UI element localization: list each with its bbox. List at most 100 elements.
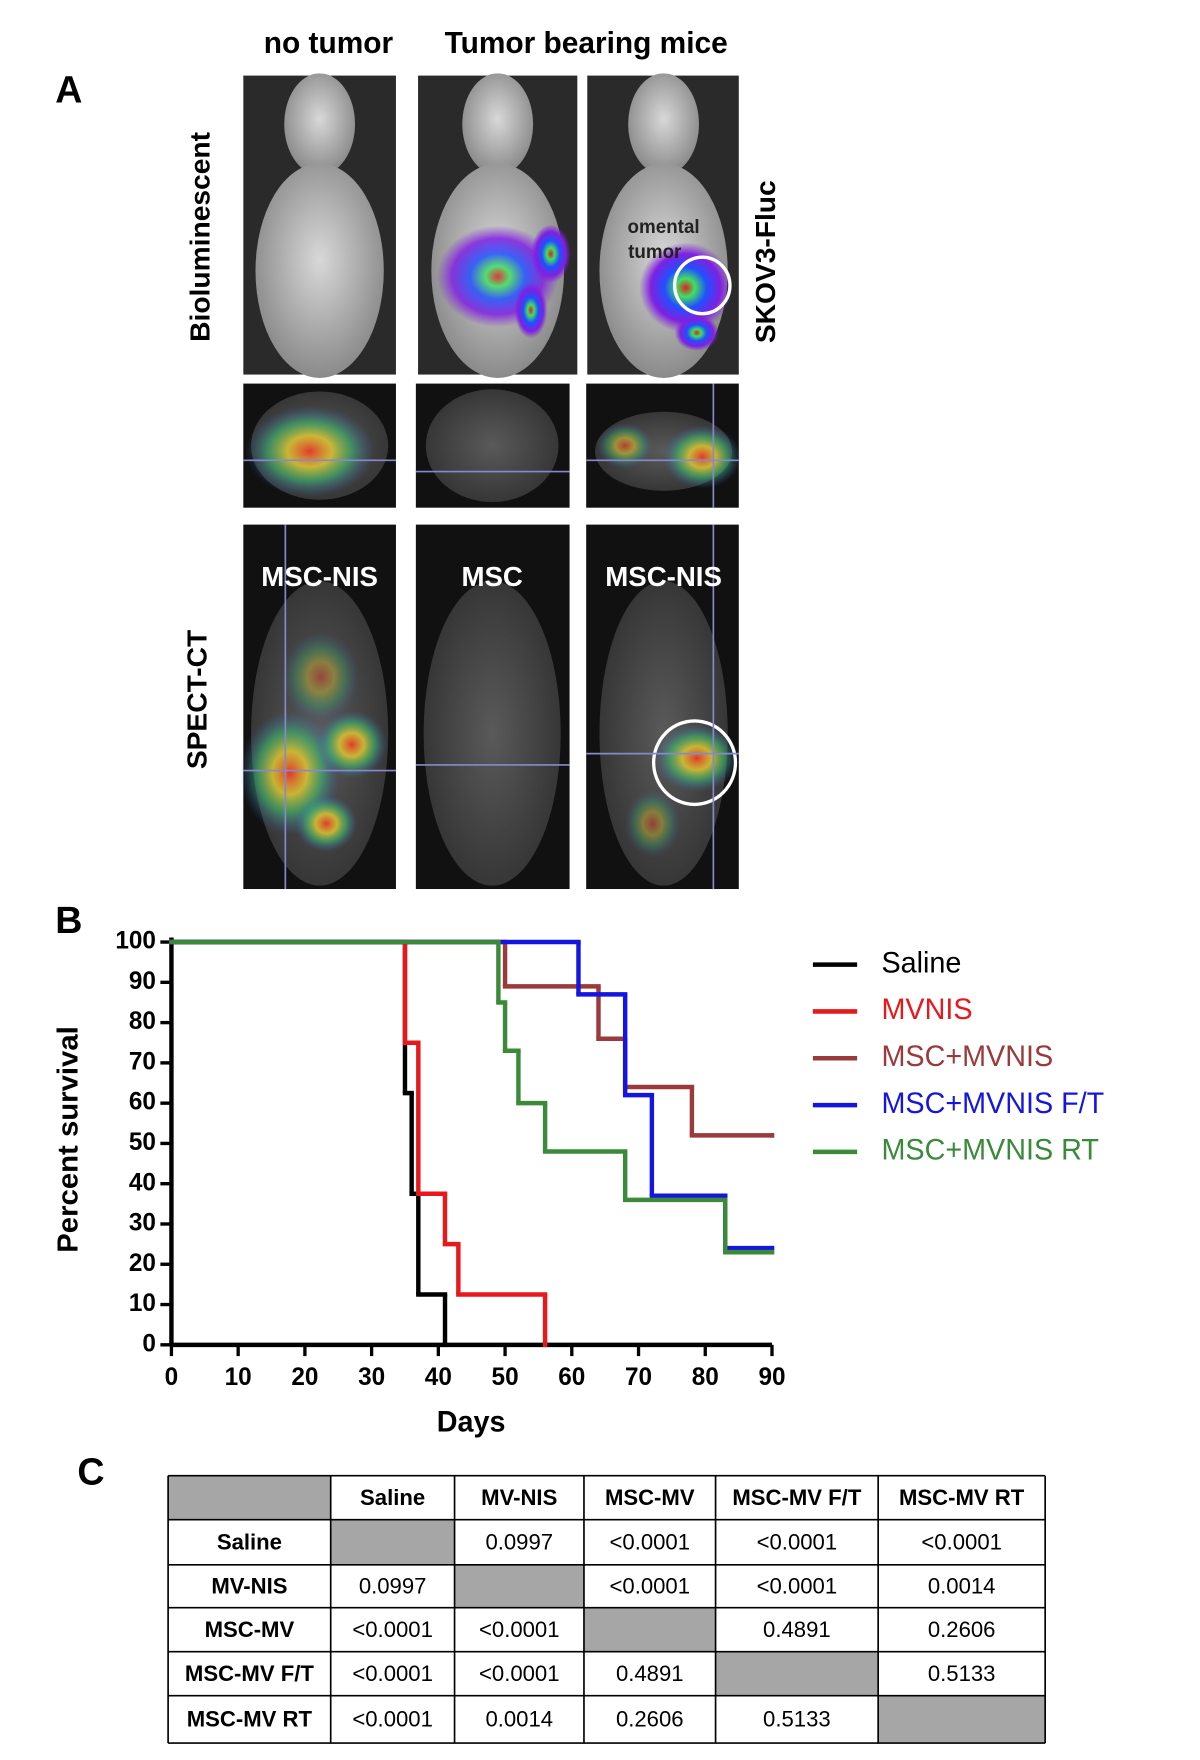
spect-signal — [245, 406, 374, 497]
mouse-head — [462, 73, 534, 175]
image-label: MSC-NIS — [605, 561, 722, 592]
row-header: MSC-MV — [205, 1617, 295, 1642]
empty-cell — [715, 1651, 879, 1696]
y-tick-label: 0 — [142, 1330, 156, 1357]
signal — [674, 314, 719, 351]
p-value: 0.4891 — [616, 1661, 684, 1686]
p-value-table: Saline MV-NIS MSC-MV MSC-MV F/T MSC-MV RT Sal… — [167, 1474, 1046, 1744]
p-value: 0.5133 — [763, 1706, 831, 1731]
p-value: <0.0001 — [757, 1573, 838, 1598]
row-label: SPECT-CT — [182, 630, 213, 769]
p-value: <0.0001 — [610, 1573, 691, 1598]
x-tick-label: 80 — [692, 1364, 719, 1391]
panel-label: C — [77, 1451, 104, 1493]
p-value: <0.0001 — [479, 1617, 560, 1642]
spect-signal — [663, 425, 742, 489]
y-tick-label: 60 — [129, 1088, 156, 1115]
spect-signal — [597, 423, 653, 469]
signal — [530, 224, 571, 284]
p-value: 0.4891 — [763, 1617, 831, 1642]
p-value: 0.0997 — [359, 1573, 427, 1598]
signal — [639, 242, 733, 333]
mouse-body — [255, 163, 384, 378]
mouse-head — [284, 73, 356, 175]
x-tick-label: 50 — [492, 1364, 519, 1391]
y-tick-label: 20 — [129, 1250, 156, 1277]
p-value: <0.0001 — [921, 1529, 1002, 1554]
annotation: omental — [628, 217, 700, 238]
tumor-circle — [672, 255, 732, 316]
column-header: Saline — [360, 1485, 425, 1510]
empty-cell — [583, 1607, 716, 1652]
y-tick-label: 30 — [129, 1209, 156, 1236]
spect-signal — [295, 795, 358, 852]
image-label: MSC — [461, 561, 522, 592]
spect-signal — [624, 789, 681, 858]
row-header: MSC-MV F/T — [185, 1661, 314, 1686]
x-axis-label: Days — [437, 1406, 506, 1438]
p-value: 0.2606 — [928, 1617, 996, 1642]
p-value: <0.0001 — [610, 1529, 691, 1554]
x-tick-label: 70 — [625, 1364, 652, 1391]
ct-axial-images — [243, 383, 742, 508]
empty-cell — [454, 1564, 584, 1608]
row-header: MV-NIS — [211, 1573, 287, 1598]
x-tick-label: 60 — [558, 1364, 585, 1391]
panel-label: A — [55, 69, 82, 111]
column-header: MSC-MV — [605, 1485, 695, 1510]
legend-label: MSC+MVNIS RT — [881, 1134, 1099, 1166]
column-header: MSC-MV RT — [899, 1485, 1025, 1510]
y-tick-label: 70 — [129, 1048, 156, 1075]
legend-label: Saline — [881, 947, 961, 979]
y-tick-label: 80 — [129, 1008, 156, 1035]
p-value: <0.0001 — [352, 1661, 433, 1686]
y-tick-label: 90 — [129, 968, 156, 995]
legend-label: MVNIS — [881, 994, 972, 1026]
p-value: <0.0001 — [757, 1529, 838, 1554]
p-value: 0.0014 — [928, 1573, 996, 1598]
column-header: Tumor bearing mice — [445, 27, 728, 60]
p-value: <0.0001 — [479, 1661, 560, 1686]
y-tick-label: 40 — [129, 1169, 156, 1196]
ct-body — [423, 581, 561, 886]
legend-label: MSC+MVNIS — [881, 1041, 1053, 1073]
p-value: <0.0001 — [352, 1617, 433, 1642]
row-label: Bioluminescent — [185, 132, 216, 342]
x-tick-label: 10 — [225, 1364, 252, 1391]
spect-ct-images: MSC-NIS MSC MSC-NIS — [240, 524, 739, 890]
y-tick-label: 50 — [129, 1129, 156, 1156]
cell-line-label: SKOV3-Fluc — [750, 180, 781, 343]
spect-signal — [654, 724, 739, 792]
panel-label: B — [55, 900, 82, 942]
survival-chart: Days Percent survival 0 10 20 30 40 50 60 70 80 9… — [53, 927, 1105, 1438]
p-value: 0.2606 — [616, 1706, 684, 1731]
y-tick-label: 100 — [115, 927, 156, 954]
tumor-circle — [651, 719, 738, 807]
x-tick-label: 30 — [358, 1364, 385, 1391]
legend-label: MSC+MVNIS F/T — [881, 1088, 1104, 1120]
p-value: 0.0997 — [485, 1529, 553, 1554]
annotation: tumor — [628, 242, 682, 263]
ct-body — [425, 389, 559, 503]
p-value: 0.5133 — [928, 1661, 996, 1686]
p-value: 0.0014 — [485, 1706, 553, 1731]
x-tick-label: 90 — [758, 1364, 785, 1391]
bioluminescent-images: omental tumor — [243, 73, 739, 378]
column-header: MV-NIS — [481, 1485, 557, 1510]
column-header: no tumor — [264, 27, 394, 60]
corner-cell — [168, 1475, 331, 1520]
spect-signal — [282, 631, 360, 723]
p-value: <0.0001 — [352, 1706, 433, 1731]
column-header: MSC-MV F/T — [732, 1485, 861, 1510]
empty-cell — [878, 1695, 1046, 1744]
x-tick-label: 20 — [291, 1364, 318, 1391]
signal — [514, 282, 548, 339]
row-header: MSC-MV RT — [187, 1706, 313, 1731]
x-tick-label: 0 — [165, 1364, 179, 1391]
image-label: MSC-NIS — [261, 561, 378, 592]
row-header: Saline — [217, 1529, 282, 1554]
y-tick-label: 10 — [129, 1290, 156, 1317]
x-tick-label: 40 — [425, 1364, 452, 1391]
spect-signal — [316, 710, 388, 779]
